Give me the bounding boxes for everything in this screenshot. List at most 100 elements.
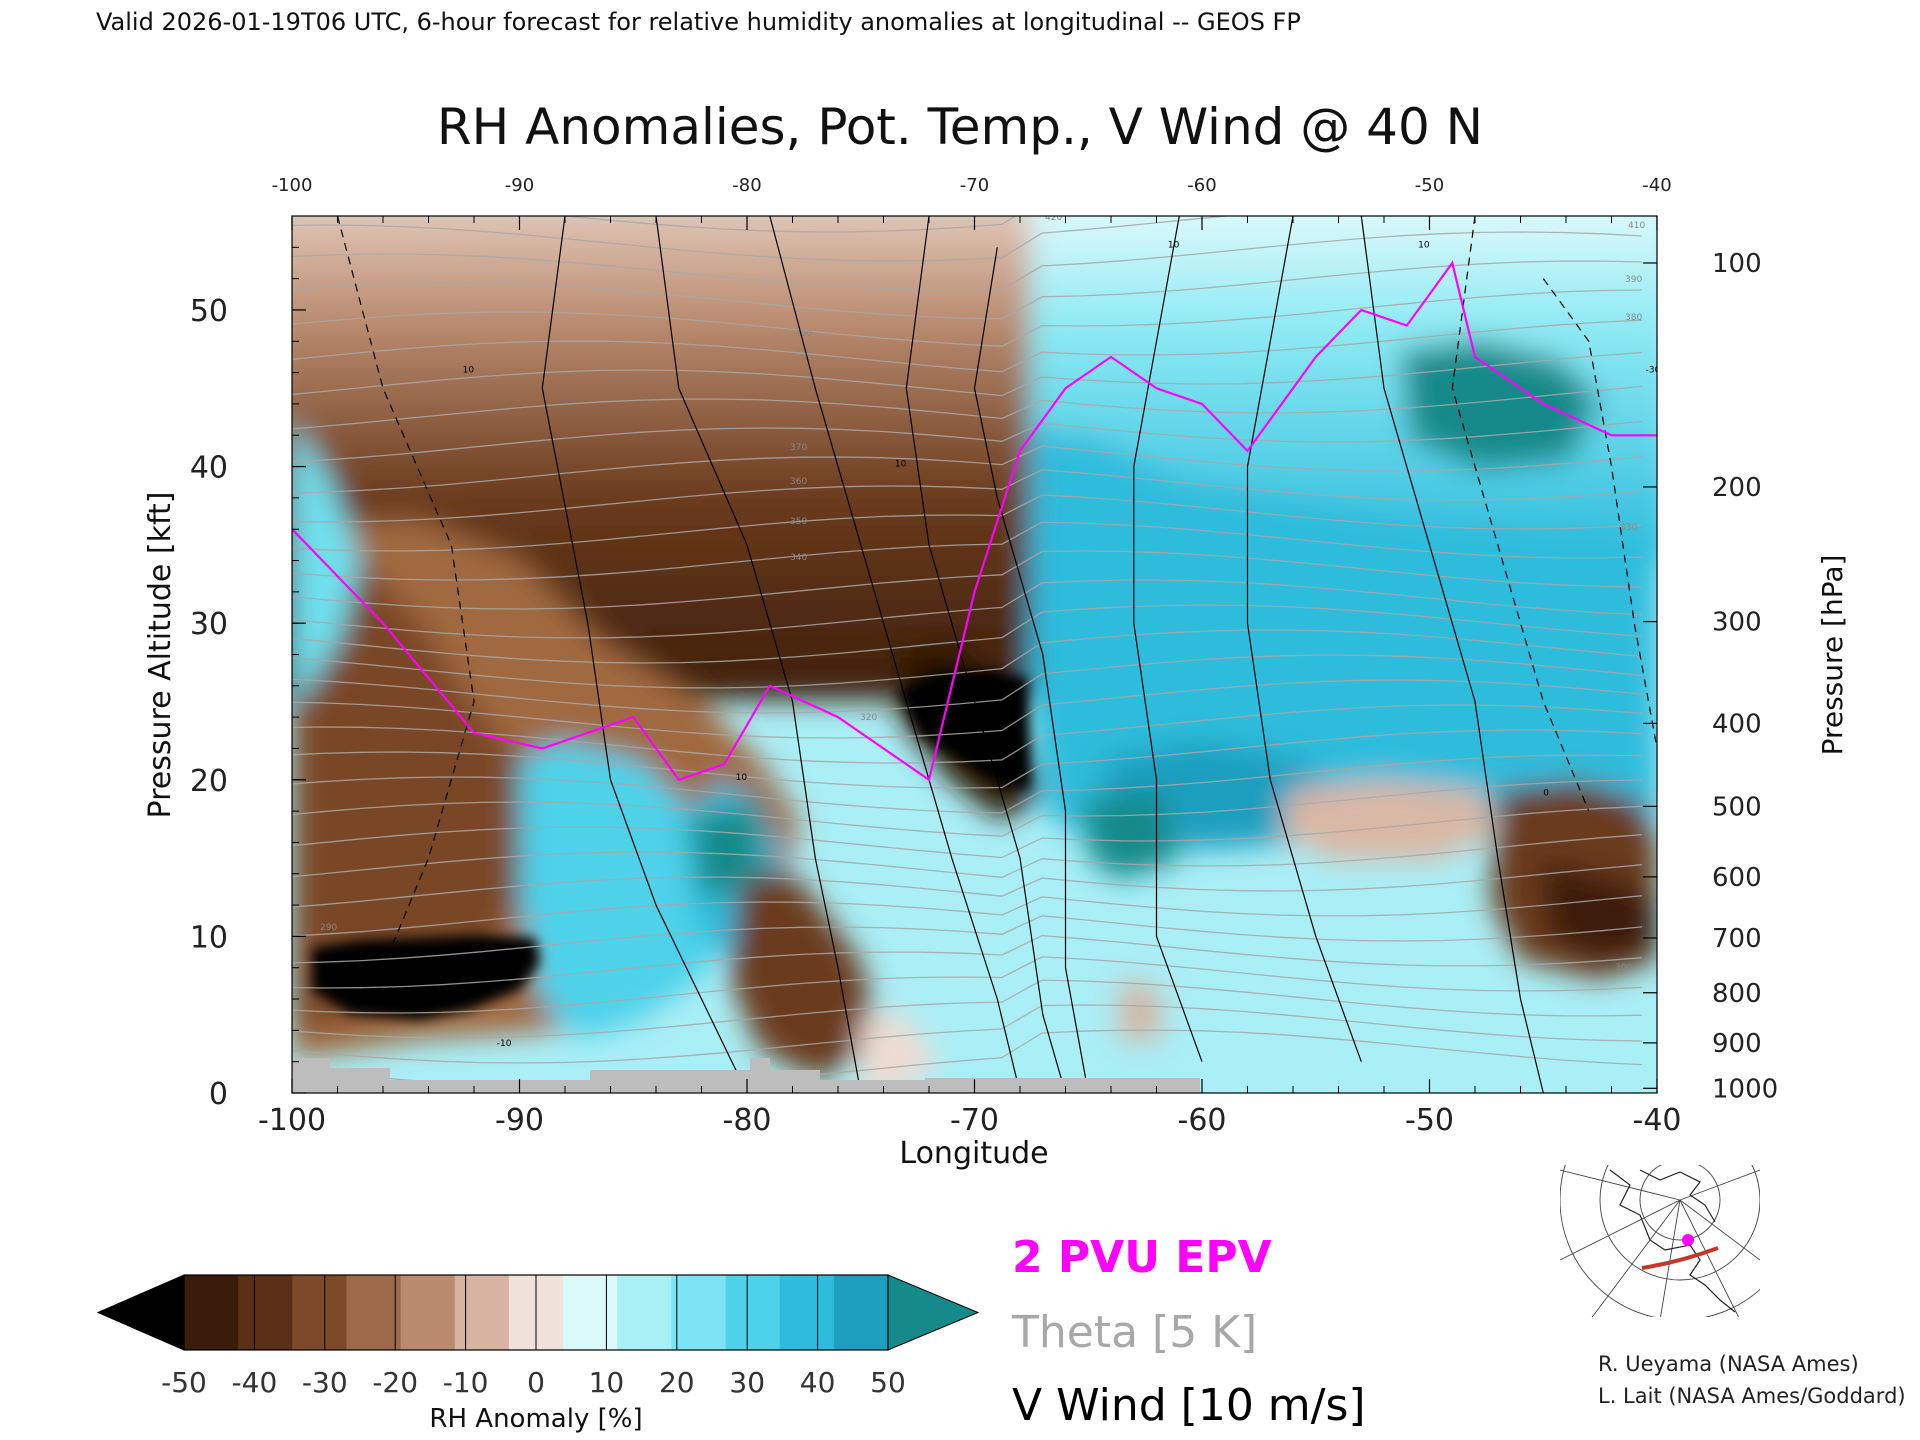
y-tick-label: 0 <box>209 1077 228 1112</box>
x-tick-label: -90 <box>495 1103 544 1138</box>
theta-label: 350 <box>790 517 807 527</box>
theta-contour <box>292 956 1643 1014</box>
theta-contour <box>292 494 1643 552</box>
colorbar-tick-label: 10 <box>589 1366 625 1399</box>
theta-contour <box>292 934 1643 989</box>
theta-contour <box>292 895 1643 937</box>
theta-contour <box>292 654 1643 714</box>
colorbar-tick-label: -10 <box>443 1366 489 1399</box>
colorbar-swatch <box>725 1275 781 1350</box>
colorbar-swatch <box>292 1275 348 1350</box>
v-wind-contour <box>769 216 1021 1093</box>
wind-label: 10 <box>1168 240 1180 250</box>
colorbar-swatch <box>563 1275 618 1350</box>
v-wind-contour <box>1246 216 1362 1062</box>
epv-2pvu-line <box>292 260 1657 782</box>
y-axis-label-left: Pressure Altitude [kft] <box>143 492 178 819</box>
theta-label: 320 <box>860 713 877 723</box>
theta-label: 400 <box>795 329 812 339</box>
theta-label: 290 <box>320 923 337 933</box>
theta-contour <box>559 216 1017 233</box>
v-wind-contour <box>1451 216 1590 812</box>
pressure-tick-label: 800 <box>1712 979 1762 1009</box>
colorbar-tick-label: -30 <box>302 1366 348 1399</box>
wind-label: -10 <box>497 1039 512 1049</box>
theta-contour <box>292 979 1643 1039</box>
theta-contour <box>292 216 1233 262</box>
theta-contour <box>292 779 1643 837</box>
pressure-tick-label: 900 <box>1712 1029 1762 1059</box>
pressure-tick-label: 600 <box>1712 863 1762 893</box>
legend-epv: 2 PVU EPV <box>1012 1232 1272 1283</box>
theta-contour-labels: 290 300 320 330 340 350 360 370 380 390 400 410 420 <box>320 213 1645 973</box>
theta-label: 300 <box>1615 963 1632 973</box>
theta-contour <box>292 420 1643 463</box>
credit-line-1: R. Ueyama (NASA Ames) <box>1598 1352 1859 1376</box>
x-tick-label-top: -60 <box>1187 175 1216 196</box>
colorbar-tick-label: -20 <box>372 1366 418 1399</box>
theta-contour <box>292 704 1643 764</box>
valid-time-header: Valid 2026-01-19T06 UTC, 6-hour forecast… <box>96 8 1301 36</box>
theta-contour <box>292 754 1643 814</box>
theta-contour <box>292 729 1643 789</box>
chart-title: RH Anomalies, Pot. Temp., V Wind @ 40 N <box>437 98 1483 156</box>
colorbar-swatch <box>346 1275 402 1350</box>
v-wind-contour <box>1360 216 1544 1093</box>
colorbar-tick-label: 30 <box>729 1366 765 1399</box>
locator-map <box>1560 1165 1760 1317</box>
wind-label: 10 <box>736 773 748 783</box>
theta-label: 420 <box>1045 213 1062 223</box>
theta-label: 390 <box>1625 275 1642 285</box>
theta-label: 340 <box>790 553 807 563</box>
theta-contour <box>292 319 1643 373</box>
colorbar-swatch <box>617 1275 672 1350</box>
x-tick-label-top: -80 <box>732 175 761 196</box>
theta-contour <box>292 351 1643 397</box>
pressure-tick-label: 1000 <box>1712 1074 1778 1104</box>
colorbar-swatch <box>671 1275 727 1350</box>
legend-v-wind: V Wind [10 m/s] <box>1012 1380 1366 1431</box>
theta-label: 370 <box>790 443 807 453</box>
theta-contour <box>292 385 1643 430</box>
axes: -100-100-90-90-80-80-70-70-60-60-50-50-4… <box>190 175 1778 1138</box>
wind-label: 10 <box>463 366 475 376</box>
wind-contour-labels: 10 10 10 10 10 -30 -10 0 <box>463 240 1661 1049</box>
terrain <box>292 1058 930 1093</box>
pressure-tick-label: 300 <box>1712 608 1762 638</box>
rh-anomaly-field: 290300320330340350360370380390400410420 … <box>292 213 1661 1093</box>
y-tick-label: 30 <box>190 607 228 642</box>
colorbar-swatch <box>400 1275 456 1350</box>
x-tick-label: -60 <box>1178 1103 1227 1138</box>
colorbar-tick-label: 0 <box>527 1366 545 1399</box>
colorbar-tick-label: 50 <box>870 1366 906 1399</box>
pressure-tick-label: 700 <box>1712 924 1762 954</box>
theta-contour <box>292 231 1643 291</box>
colorbar-swatch <box>779 1275 835 1350</box>
x-tick-label: -100 <box>258 1103 326 1138</box>
wind-label: -30 <box>1646 366 1661 376</box>
x-tick-label: -70 <box>950 1103 999 1138</box>
x-tick-label-top: -90 <box>505 175 534 196</box>
colorbar-tick-label: 40 <box>800 1366 836 1399</box>
theta-contour <box>292 445 1643 494</box>
cross-section-track <box>1641 1246 1719 1270</box>
pressure-tick-label: 500 <box>1712 792 1762 822</box>
wind-label: 10 <box>1418 240 1430 250</box>
y-axis-label-right: Pressure [hPa] <box>1816 555 1849 756</box>
colorbar-tick-label: -40 <box>232 1366 278 1399</box>
location-marker-icon <box>1682 1234 1694 1246</box>
theta-contour <box>292 289 1643 347</box>
theta-contour <box>292 629 1643 689</box>
credit-line-2: L. Lait (NASA Ames/Goddard) <box>1598 1384 1906 1408</box>
theta-contour <box>292 579 1643 639</box>
x-tick-label: -80 <box>723 1103 772 1138</box>
theta-contours <box>292 216 1643 1089</box>
colorbar: -50 -40 -30 -20 -10 0 10 20 30 40 50 <box>96 1274 980 1399</box>
y-tick-label: 20 <box>190 764 228 799</box>
colorbar-low-arrow <box>96 1274 185 1351</box>
theta-contour <box>292 260 1643 320</box>
pressure-tick-label: 200 <box>1712 473 1762 503</box>
colorbar-high-arrow <box>887 1274 980 1351</box>
x-tick-label-top: -50 <box>1415 175 1444 196</box>
colorbar-label: RH Anomaly [%] <box>429 1404 642 1434</box>
